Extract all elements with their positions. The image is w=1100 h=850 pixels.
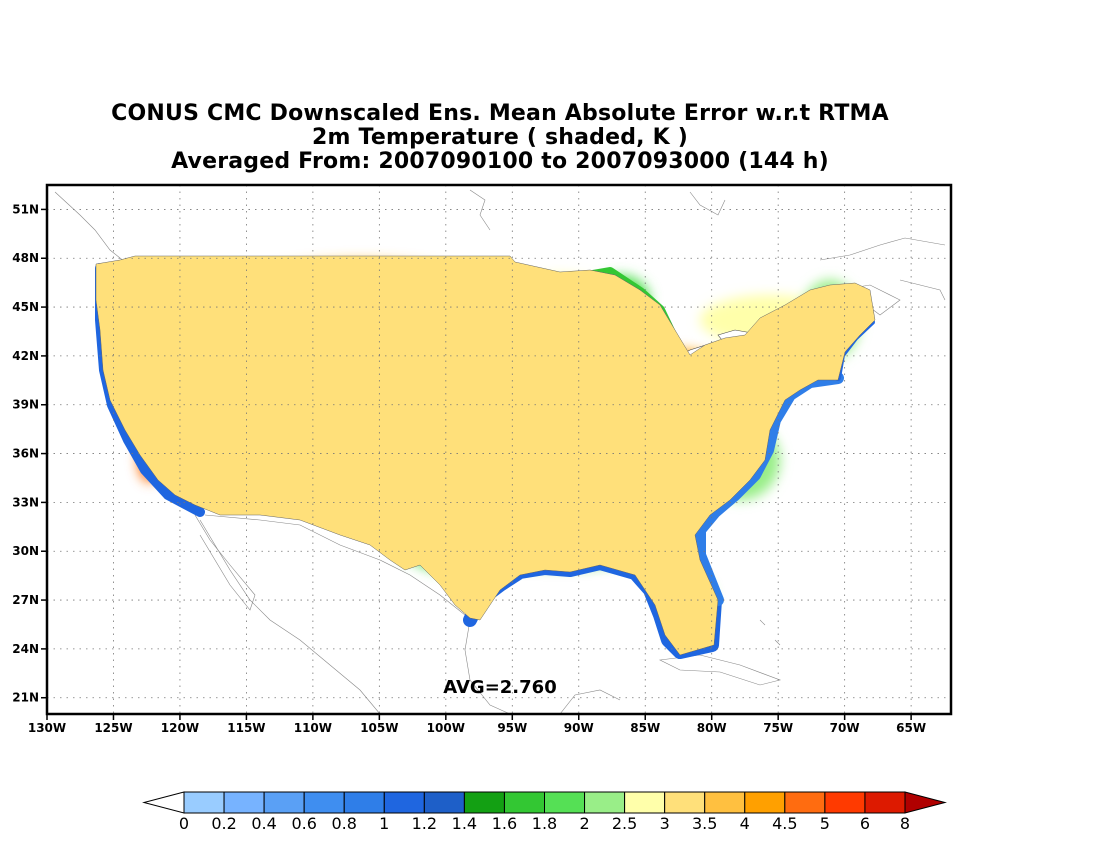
colorbar-segment (503, 791, 546, 814)
baja-peninsula (194, 514, 256, 611)
colorbar-label: 0.2 (211, 814, 236, 833)
colorbar-label: 0.8 (331, 814, 356, 833)
colorbar-segment (664, 791, 706, 814)
colorbar-segment (544, 791, 586, 814)
lat-tick-label: 24N (12, 642, 39, 656)
colorbar-segment (864, 791, 906, 814)
colorbar-label: 1.6 (492, 814, 517, 833)
mexico-border (204, 514, 466, 616)
colorbar-label: 1.4 (452, 814, 477, 833)
lat-tick-label: 21N (12, 691, 39, 705)
colorbar-segment (423, 791, 465, 814)
colorbar-label: 8 (900, 814, 910, 833)
colorbar-segment (784, 791, 826, 814)
colorbar-under-arrow (142, 791, 185, 814)
cuba (658, 654, 782, 686)
colorbar-over-arrow (904, 791, 947, 814)
lon-tick-label: 90W (564, 721, 594, 735)
colorbar-label: 0.6 (291, 814, 316, 833)
colorbar-segment (744, 791, 786, 814)
lat-tick-label: 42N (12, 349, 39, 363)
lat-tick-label: 39N (12, 398, 39, 412)
colorbar-label: 3 (660, 814, 670, 833)
colorbar-label: 4.5 (772, 814, 797, 833)
lon-tick-label: 70W (830, 721, 860, 735)
colorbar-segment (463, 791, 505, 814)
colorbar-label: 0 (179, 814, 189, 833)
colorbar-segment (383, 791, 425, 814)
lon-tick-label: 105W (360, 721, 398, 735)
lon-tick-label: 75W (763, 721, 793, 735)
colorbar-label: 1.2 (412, 814, 437, 833)
colorbar-segment (303, 791, 345, 814)
colorbar-segment (624, 791, 666, 814)
colorbar-segment (824, 791, 866, 814)
mexico-west-coast (199, 519, 381, 714)
lat-tick-label: 51N (12, 202, 39, 216)
map-frame (45, 183, 953, 716)
map-axes: 51N 48N 45N 42N 39N 36N 33N 30N 27N 24N 21N 130W 125… (12, 202, 926, 735)
map-plot-area: AVG=2.760 (47, 185, 951, 714)
lon-tick-label: 100W (427, 721, 465, 735)
canada-hudson-coast (469, 189, 726, 231)
lon-tick-label: 95W (497, 721, 527, 735)
bahamas (759, 619, 781, 646)
colorbar-segment (704, 791, 746, 814)
colorbar-label: 3.5 (692, 814, 717, 833)
lon-tick-label: 120W (161, 721, 199, 735)
mexico-gulf-coast (464, 619, 511, 714)
lon-tick-label: 65W (896, 721, 926, 735)
lat-tick-label: 33N (12, 495, 39, 509)
colorbar-label: 1 (379, 814, 389, 833)
map-gridlines (47, 185, 951, 714)
colorbar-segment (343, 791, 385, 814)
lon-tick-label: 125W (94, 721, 132, 735)
colorbar-segment (183, 791, 225, 814)
lat-tick-label: 30N (12, 544, 39, 558)
colorbar-label: 0.4 (251, 814, 276, 833)
title-line-3: Averaged From: 2007090100 to 2007093000 … (171, 149, 829, 174)
colorbar-segment (263, 791, 305, 814)
colorbar-label: 2 (579, 814, 589, 833)
yucatan (559, 689, 621, 714)
lon-tick-label: 115W (227, 721, 265, 735)
lon-tick-label: 85W (630, 721, 660, 735)
colorbar-label: 1.8 (532, 814, 557, 833)
land-shading (95, 255, 876, 659)
title-line-2: 2m Temperature ( shaded, K ) (312, 125, 688, 150)
map-title: CONUS CMC Downscaled Ens. Mean Absolute … (0, 102, 1000, 174)
lat-tick-label: 45N (12, 300, 39, 314)
colorbar-segment (584, 791, 626, 814)
lat-tick-label: 27N (12, 593, 39, 607)
lon-tick-label: 110W (294, 721, 332, 735)
colorbar-label: 2.5 (612, 814, 637, 833)
lat-tick-label: 48N (12, 251, 39, 265)
canada-west-coast (54, 191, 126, 263)
lat-tick-label: 36N (12, 447, 39, 461)
colorbar-label: 5 (820, 814, 830, 833)
colorbar: 0 0.2 0.4 0.6 0.8 1 1.2 1.4 1.6 1.8 2 2.5 3 3.5 4 4.5 5 6… (142, 791, 947, 833)
colorbar-label: 4 (740, 814, 750, 833)
title-line-1: CONUS CMC Downscaled Ens. Mean Absolute … (111, 101, 889, 126)
colorbar-label: 6 (860, 814, 870, 833)
lon-tick-label: 80W (697, 721, 727, 735)
colorbar-segment (223, 791, 265, 814)
lon-tick-label: 130W (28, 721, 66, 735)
average-label: AVG=2.760 (443, 677, 556, 698)
